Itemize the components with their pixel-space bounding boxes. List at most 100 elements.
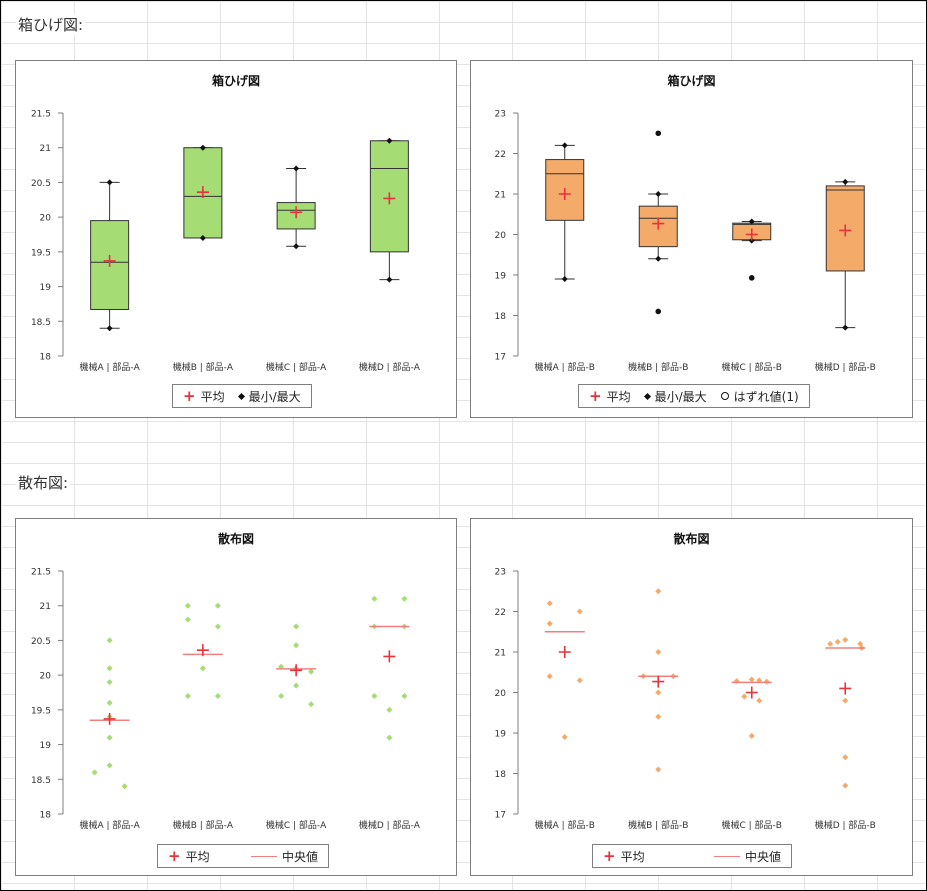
x-category-label: 機械D | 部品-B [815,361,876,373]
min-marker [386,276,393,283]
scatter-point [741,693,748,700]
scatter-point [561,734,568,741]
mean-marker [103,712,116,725]
scatter-point [827,640,834,647]
scatter-point [121,783,128,790]
max-marker [199,144,206,151]
scatter-point [546,620,553,627]
legend-mean-label: 平均 [606,389,631,404]
max-marker [293,165,300,172]
scatter-chart-a[interactable]: 散布図 18 18.5 19 19.5 20 20.5 21 21.5 機械A | 部品-A 機械B… [15,518,457,876]
y-tick-label: 20 [40,672,52,682]
x-category-label: 機械A | 部品-B [535,361,595,373]
scatter-point [756,697,763,704]
mean-marker [652,217,665,230]
median-line-icon [713,855,740,857]
box-chart-a[interactable]: 箱ひげ図 18 18.5 19 19.5 20 20.5 21 21.5 機械A | 部品-A 機械… [15,60,457,418]
mean-marker [196,186,209,199]
scatter-point [293,623,300,630]
mean-marker [103,254,116,267]
outlier-circle-icon [720,392,729,400]
y-tick-label: 19 [495,730,507,740]
y-tick-label: 17 [495,353,506,363]
scatter-point [106,699,113,706]
min-marker [199,234,206,241]
min-marker [842,324,849,331]
scatter-point [546,600,553,607]
legend-minmax-label: 最小/最大 [654,389,707,404]
chart-title: 散布図 [673,531,709,546]
y-tick-label: 20.5 [31,179,51,189]
minmax-diamond-icon [643,392,651,400]
y-tick-label: 23 [495,568,506,578]
scatter-point [576,677,583,684]
x-category-label: 機械D | 部品-B [815,819,876,831]
scatter-point [842,782,849,789]
outlier-point [655,130,662,137]
scatter-point [655,649,662,655]
scatter-point [184,616,191,623]
y-tick-label: 20 [495,689,507,699]
scatter-chart-b[interactable]: 散布図 17 18 19 20 21 22 23 機械A | 部品-B 機械B | 部品-B 機械C… [470,518,913,876]
scatter-point [308,668,315,675]
box-chart-a-plot: 箱ひげ図 18 18.5 19 19.5 20 20.5 21 21.5 機械A | 部品-A 機械… [31,73,421,373]
x-category-label: 機械D | 部品-A [359,819,421,831]
y-tick-label: 18 [495,770,507,780]
scatter-point [748,676,755,683]
chart-title: 散布図 [218,531,254,546]
min-marker [561,276,568,283]
scatter-point [91,769,98,776]
y-tick-label: 23 [495,110,506,120]
legend-mean-label: 平均 [200,389,225,404]
y-tick-label: 18.5 [31,318,51,328]
outlier-point [748,275,755,281]
x-category-label: 機械D | 部品-A [359,361,421,373]
y-tick-label: 17 [495,811,506,821]
median-line-icon [250,855,277,857]
mean-marker [558,646,571,658]
mean-marker [745,686,758,699]
y-tick-label: 19.5 [31,706,51,716]
scatter-point [655,588,662,595]
y-tick-label: 19 [40,283,52,293]
scatter-point [834,638,841,645]
scatter-point [386,734,393,741]
scatter-point [842,697,849,704]
max-marker [386,137,393,144]
y-tick-label: 21 [40,602,51,612]
mean-marker [839,682,852,695]
scatter-point [386,706,393,713]
mean-marker [652,675,665,688]
legend-mean-label: 平均 [620,849,645,864]
x-category-label: 機械B | 部品-A [173,361,234,373]
scatter-point [733,678,740,685]
mean-marker [196,644,209,657]
scatter-point [293,682,300,689]
mean-marker [383,192,396,205]
x-category-label: 機械B | 部品-A [173,819,234,831]
box-section-label: 箱ひげ図: [16,14,86,35]
x-category-label: 機械A | 部品-A [79,361,140,373]
scatter-point [401,595,408,602]
mean-marker [290,664,303,677]
scatter-point [106,679,113,686]
max-marker [748,218,755,225]
outlier-point [655,308,662,315]
min-marker [655,255,662,262]
y-tick-label: 20.5 [31,637,51,647]
scatter-point [763,678,770,685]
x-category-label: 機械A | 部品-B [535,819,595,831]
scatter-point [842,636,849,643]
max-marker [842,178,849,185]
scatter-point [293,642,300,649]
min-marker [293,243,300,250]
mean-marker [839,224,852,237]
x-category-label: 機械C | 部品-B [722,819,782,831]
x-category-label: 機械C | 部品-A [266,819,327,831]
scatter-point [308,701,315,708]
box-chart-b[interactable]: 箱ひげ図 17 18 19 20 21 22 23 機械A | 部品-B 機械B | 部品-B 機械… [470,60,913,418]
scatter-section-label: 散布図: [16,472,71,493]
y-tick-label: 18.5 [31,776,51,786]
min-marker [106,325,113,332]
y-tick-label: 18 [40,811,52,821]
